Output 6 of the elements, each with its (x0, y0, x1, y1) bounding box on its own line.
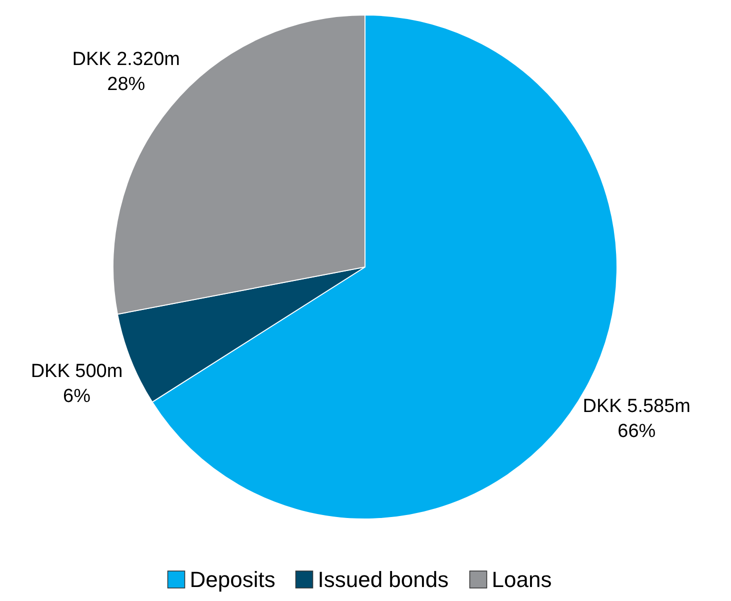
data-label: DKK 500m 6% (30, 360, 123, 407)
legend-label: Deposits (190, 567, 276, 592)
legend-label: Loans (492, 567, 552, 592)
legend-label: Issued bonds (318, 567, 449, 592)
data-label: DKK 5.585m 66% (582, 396, 691, 442)
data-label: DKK 2.320m 28% (72, 49, 180, 96)
